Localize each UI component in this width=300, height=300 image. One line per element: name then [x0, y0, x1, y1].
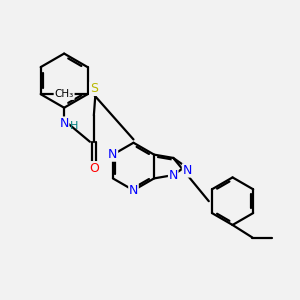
- Text: N: N: [129, 184, 138, 197]
- Text: CH₃: CH₃: [54, 89, 74, 99]
- Text: N: N: [182, 164, 192, 177]
- Text: O: O: [89, 162, 99, 175]
- Text: N: N: [169, 169, 178, 182]
- Text: H: H: [70, 121, 79, 131]
- Text: N: N: [59, 117, 69, 130]
- Text: S: S: [90, 82, 98, 95]
- Text: N: N: [108, 148, 118, 161]
- Text: CH₃: CH₃: [55, 89, 74, 99]
